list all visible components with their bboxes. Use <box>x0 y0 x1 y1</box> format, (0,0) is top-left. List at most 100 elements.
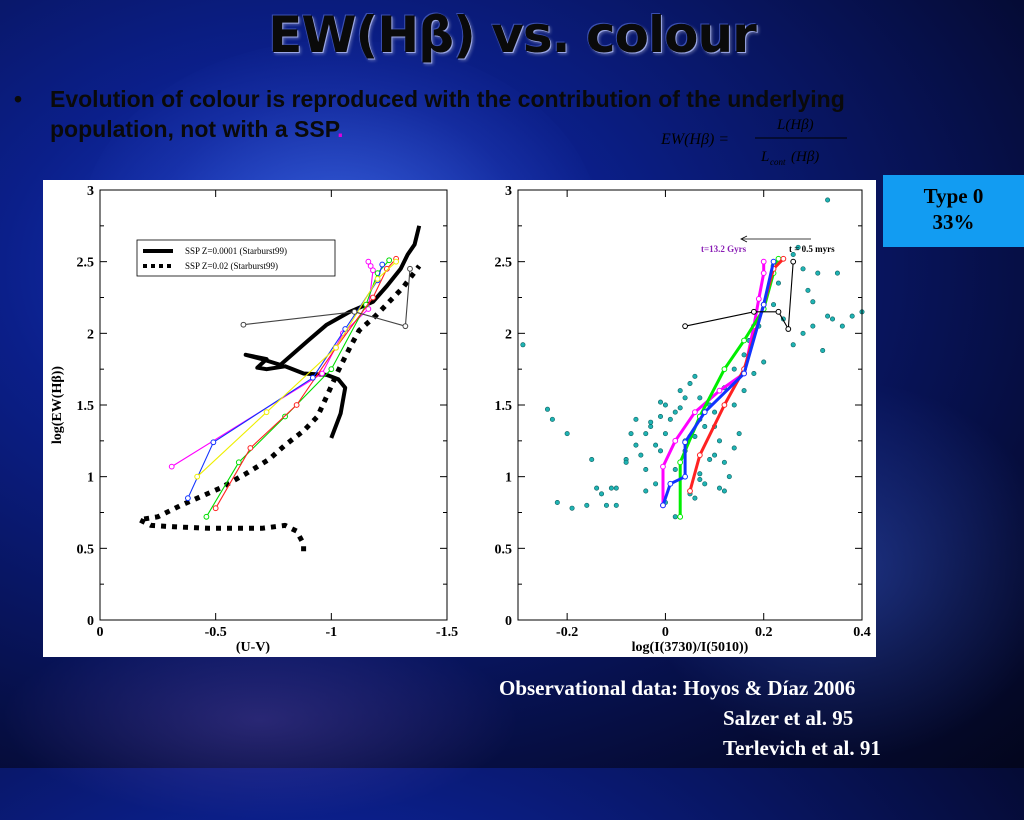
y-tick-label: 0.5 <box>77 542 95 557</box>
series-marker <box>247 445 254 451</box>
data-point <box>712 452 718 458</box>
data-point <box>810 323 816 329</box>
data-point <box>716 485 722 491</box>
series-marker <box>383 265 390 272</box>
y-tick-label: 2 <box>505 327 512 342</box>
chart-legend: SSP Z=0.0001 (Starburst99) SSP Z=0.02 (S… <box>136 239 336 277</box>
data-point <box>815 270 821 276</box>
data-point <box>849 313 855 319</box>
formula-denominator-rest: (Hβ) <box>791 149 819 165</box>
x-tick-label: -1.5 <box>436 625 458 640</box>
x-tick-label: 0 <box>662 625 669 640</box>
series-marker <box>386 257 393 264</box>
data-point <box>761 359 767 365</box>
series-marker <box>370 267 376 274</box>
series-marker <box>660 463 666 470</box>
series-marker <box>212 505 219 512</box>
data-point <box>795 244 801 250</box>
series-marker <box>263 409 270 416</box>
series-marker <box>367 263 374 269</box>
series-marker <box>370 294 376 301</box>
data-point <box>721 488 727 494</box>
series-marker <box>755 296 762 302</box>
series-marker <box>716 387 723 394</box>
bullet-period: . <box>337 116 344 142</box>
bullet-sentence: Evolution of colour is reproduced with t… <box>50 86 845 142</box>
data-point <box>520 342 526 348</box>
data-point <box>707 456 713 462</box>
series-marker <box>407 265 413 272</box>
annotation-young: t = 0.5 myrs <box>789 244 835 254</box>
formula-numerator: L(Hβ) <box>776 117 814 133</box>
y-tick-label: 1 <box>505 471 512 486</box>
y-tick-label: 0.5 <box>495 542 513 557</box>
series-marker <box>682 323 688 330</box>
data-point <box>731 366 737 372</box>
series-marker <box>365 306 372 312</box>
series-marker <box>687 488 693 494</box>
data-point <box>805 287 811 293</box>
uv-chart: 0 0.5 1 1.5 2 2.5 3 0 -0.5 -1 -1.5 SSP Z=0.0001 (S… <box>50 184 458 655</box>
plot-frame <box>99 189 448 621</box>
data-point <box>825 313 831 319</box>
data-point <box>633 416 639 422</box>
data-point <box>643 431 649 437</box>
series-marker <box>677 513 684 520</box>
series-line <box>661 261 766 506</box>
series-marker <box>701 409 708 416</box>
data-point <box>697 471 703 477</box>
data-point <box>599 491 605 497</box>
series-line <box>136 264 422 552</box>
data-point <box>790 252 796 258</box>
y-tick-label: 3 <box>505 184 512 199</box>
series-marker <box>785 326 792 332</box>
series-marker <box>682 473 688 480</box>
series-marker <box>374 275 381 282</box>
data-point <box>741 388 747 394</box>
data-point <box>633 442 639 448</box>
data-point <box>677 405 683 411</box>
legend-label-solid: SSP Z=0.0001 (Starburst99) <box>185 246 287 256</box>
series-marker <box>210 439 217 446</box>
data-point <box>672 466 678 472</box>
y-tick-label: 1.5 <box>77 399 95 414</box>
series-line <box>243 225 422 439</box>
data-point <box>662 402 668 408</box>
series-line <box>684 261 794 330</box>
y-tick-label: 3 <box>87 184 94 199</box>
obs-data-line-3: Terlevich et al. 91 <box>723 736 881 760</box>
series-marker <box>293 402 300 408</box>
legend-box <box>136 239 336 277</box>
formula-denominator-sub: cont <box>770 157 786 167</box>
series-marker <box>721 402 728 408</box>
legend-label-dotted: SSP Z=0.02 (Starburst99) <box>185 261 278 271</box>
series-marker <box>235 459 242 466</box>
series-line <box>243 268 411 327</box>
y-tick-label: 0 <box>87 614 94 629</box>
series-marker <box>760 258 767 265</box>
type-box: Type 0 33% <box>883 175 1024 247</box>
data-point <box>613 502 619 508</box>
data-point <box>584 502 590 508</box>
series-marker <box>682 439 688 446</box>
series-marker <box>741 370 747 377</box>
formula-lhs: EW(Hβ) = <box>660 131 729 148</box>
data-point <box>603 502 609 508</box>
x-axis-label: log(I(3730)/I(5010)) <box>632 640 749 655</box>
data-point <box>544 406 550 412</box>
x-tick-label: 0 <box>97 625 104 640</box>
slide-title: EW(Hβ) vs. colour <box>268 6 757 64</box>
data-point <box>702 481 708 487</box>
data-point <box>820 348 826 354</box>
data-point <box>800 330 806 336</box>
data-point <box>549 416 555 422</box>
type-label: Type 0 <box>923 184 984 208</box>
series-marker <box>696 452 703 459</box>
series-marker <box>741 337 747 344</box>
data-point <box>643 466 649 472</box>
data-point <box>643 488 649 494</box>
ew-formula: EW(Hβ) = L(Hβ) L cont (Hβ) <box>660 117 847 167</box>
y-tick-label: 1.5 <box>495 399 513 414</box>
data-point <box>834 270 840 276</box>
series-marker <box>775 308 782 315</box>
